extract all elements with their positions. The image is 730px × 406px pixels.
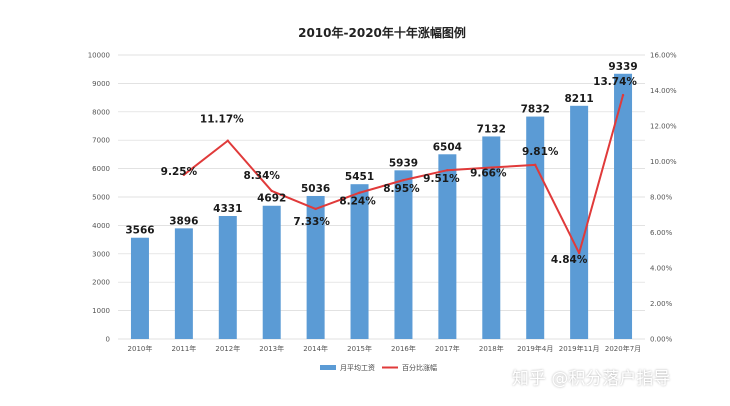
right-tick-label: 2.00% (650, 300, 673, 308)
line-point (577, 251, 581, 255)
bar (174, 228, 193, 339)
left-tick-label: 2000 (92, 279, 110, 287)
right-tick-label: 10.00% (650, 158, 677, 166)
category-label: 2017年 (435, 344, 460, 353)
line-point (621, 93, 625, 97)
line-point (270, 189, 273, 193)
legend-label-bar: 月平均工资 (340, 363, 375, 372)
bar (482, 136, 501, 339)
line-point (226, 139, 229, 142)
line-value-label: 4.84% (551, 254, 588, 266)
right-tick-label: 4.00% (650, 265, 673, 273)
bar (262, 205, 281, 339)
bar-value-label: 3566 (125, 225, 154, 237)
left-tick-label: 10000 (88, 52, 110, 60)
bar-value-label: 6504 (433, 141, 462, 153)
right-tick-label: 14.00% (650, 87, 677, 95)
category-label: 2013年 (259, 344, 284, 353)
bar (306, 195, 325, 339)
legend-swatch-bar (320, 365, 336, 370)
bar (350, 184, 369, 339)
line-value-labels: 9.25% 11.17% 8.34% 7.33% 8.24% 8.95%9.51% 9.66… (161, 76, 638, 266)
right-tick-label: 0.00% (650, 336, 673, 344)
left-tick-label: 8000 (92, 108, 110, 116)
category-label: 2015年 (347, 344, 372, 353)
category-label: 2018年 (479, 344, 504, 353)
bar (570, 105, 589, 339)
category-label: 2016年 (391, 344, 416, 353)
category-label: 2010年 (128, 344, 153, 353)
line-series (182, 93, 625, 255)
bar-value-label: 5036 (301, 183, 330, 195)
watermark: 知乎 @积分落户指导 (512, 369, 671, 389)
line-value-label: 9.51% (423, 173, 460, 185)
bar-value-label: 3896 (169, 215, 198, 227)
category-label: 2012年 (215, 344, 240, 353)
bar-value-label: 7132 (477, 123, 506, 135)
legend-label-line: 百分比涨幅 (402, 363, 437, 372)
x-axis-labels: 2010年 2011年 2012年 2013年 2014年 2015年 2016年 2017年… (128, 344, 642, 353)
bar (130, 237, 149, 339)
right-tick-label: 6.00% (650, 229, 673, 237)
left-tick-label: 3000 (92, 250, 110, 258)
left-tick-label: 0 (106, 336, 110, 344)
line-point (490, 166, 493, 169)
line-value-label: 8.95% (383, 183, 420, 195)
legend: 月平均工资 百分比涨幅 (320, 363, 437, 372)
line-value-label: 8.24% (339, 196, 376, 208)
left-tick-label: 9000 (92, 80, 110, 88)
right-axis: 0.00% 2.00% 4.00% 6.00% 8.00% 10.00% 12.00% 14.… (650, 52, 677, 344)
line-value-label: 9.81% (522, 146, 559, 158)
line-value-label: 13.74% (593, 76, 637, 88)
right-tick-label: 12.00% (650, 123, 677, 131)
bar-value-label: 9339 (608, 61, 637, 73)
line-point (534, 163, 537, 167)
bar (218, 215, 237, 339)
left-tick-label: 5000 (92, 194, 110, 202)
category-label: 2019年4月 (517, 344, 553, 353)
bar-value-label: 4692 (257, 193, 286, 205)
left-tick-label: 6000 (92, 165, 110, 173)
bar-value-labels: 3566 3896 4331 4692 5036 5451 5939 6504 7132 7832… (125, 61, 637, 237)
line-point (446, 168, 449, 172)
line-value-label: 7.33% (293, 216, 330, 228)
bar-series (130, 73, 633, 339)
category-label: 2020年7月 (605, 344, 641, 353)
left-axis: 0 1000 2000 3000 4000 5000 6000 7000 8000 9000 100… (88, 52, 110, 344)
line-point (402, 178, 405, 182)
line-point (182, 173, 186, 177)
category-label: 2011年 (171, 344, 196, 353)
line-value-label: 11.17% (200, 114, 244, 126)
category-label: 2019年11月 (559, 344, 600, 353)
line-value-label: 8.34% (243, 170, 280, 182)
bar (438, 154, 457, 339)
bar-value-label: 8211 (565, 93, 594, 105)
right-tick-label: 8.00% (650, 194, 673, 202)
left-tick-label: 7000 (92, 137, 110, 145)
bar (614, 73, 633, 339)
line-value-label: 9.66% (470, 168, 507, 180)
chart-title: 2010年-2020年十年涨幅图例 (298, 25, 466, 40)
category-label: 2014年 (303, 344, 328, 353)
line-value-label: 9.25% (161, 166, 198, 178)
line-point (314, 207, 317, 211)
line-point (358, 191, 361, 194)
left-tick-label: 4000 (92, 222, 110, 230)
right-tick-label: 16.00% (650, 52, 677, 60)
bar-value-label: 4331 (213, 203, 242, 215)
bar (394, 170, 413, 339)
bar-value-label: 5451 (345, 171, 374, 183)
bar-value-label: 7832 (521, 104, 550, 116)
gridlines (118, 54, 645, 340)
left-tick-label: 1000 (92, 307, 110, 315)
bar-value-label: 5939 (389, 157, 418, 169)
